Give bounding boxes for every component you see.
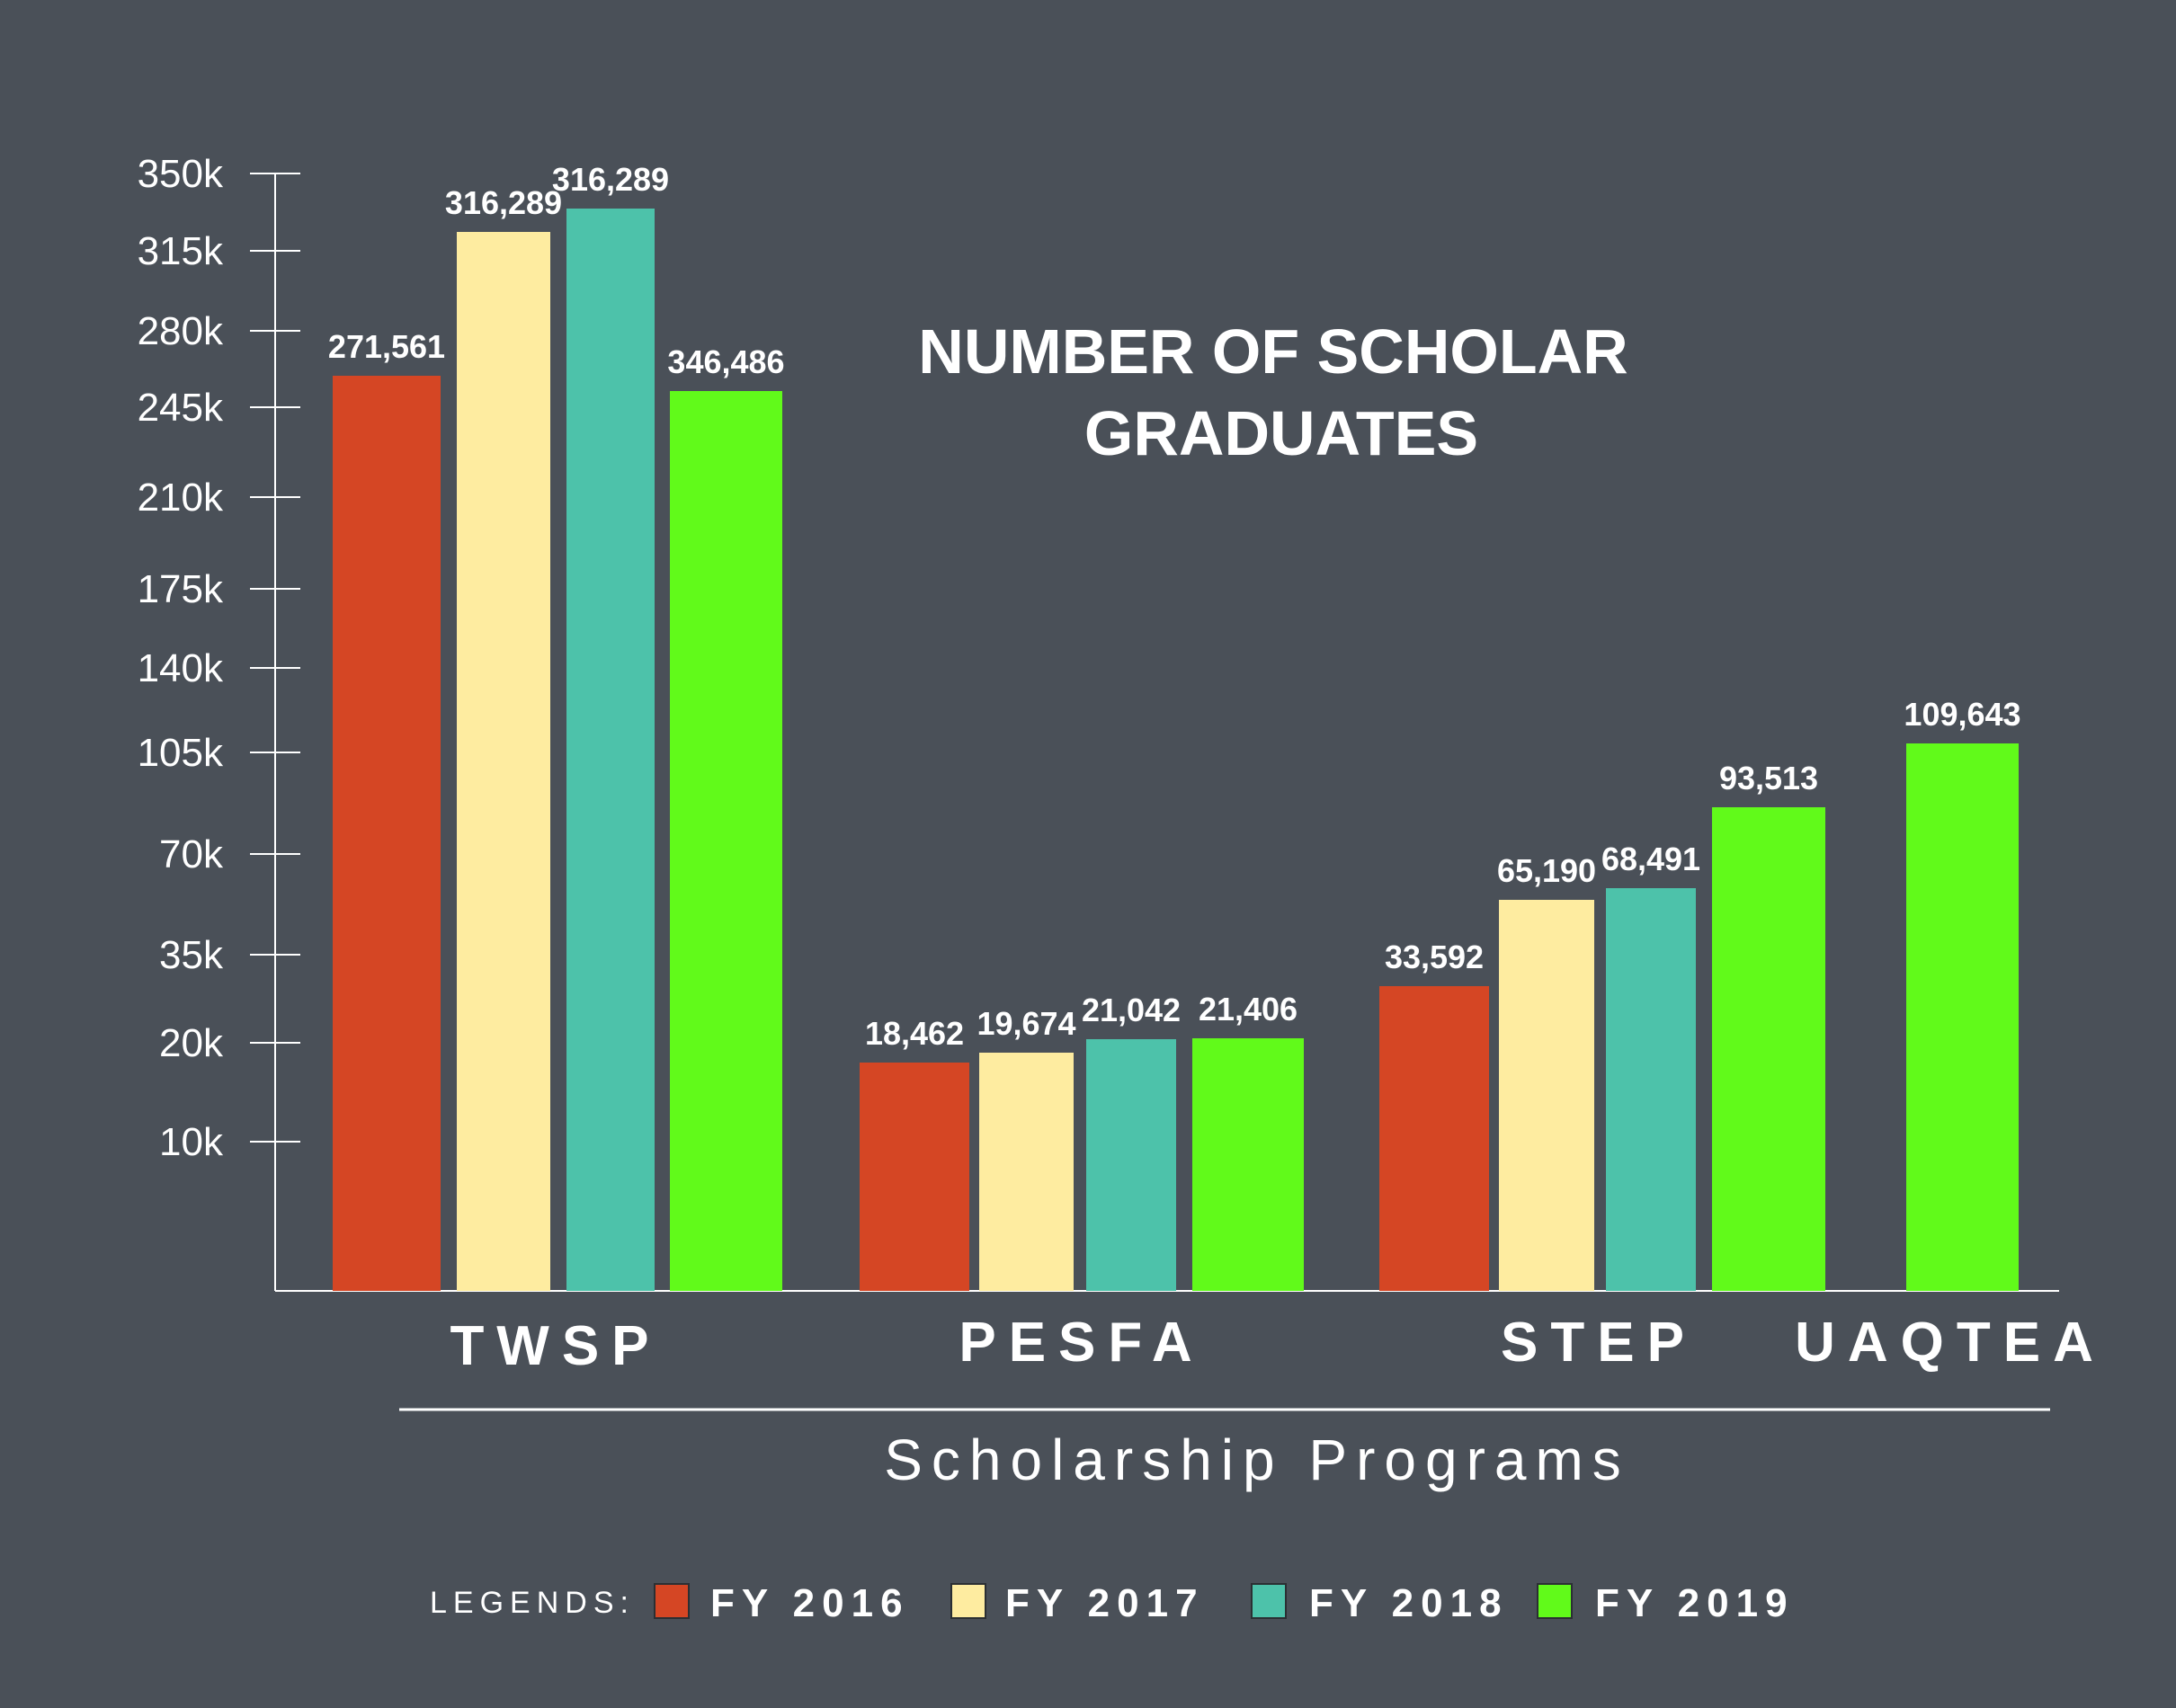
legend-label-fy2017: FY 2017 [1005, 1581, 1205, 1625]
bar-pesfa-fy2017 [979, 1053, 1074, 1291]
bar-value-label-step-fy2017: 65,190 [1497, 852, 1596, 889]
y-tick-label: 315k [138, 229, 224, 273]
bar-value-label-pesfa-fy2018: 21,042 [1082, 992, 1181, 1028]
y-tick-label: 20k [159, 1021, 224, 1065]
category-label-pesfa: PESFA [959, 1312, 1204, 1374]
chart-title-line-2: GRADUATES [1084, 398, 1478, 468]
bar-twsp-fy2018 [566, 209, 655, 1291]
bar-value-label-step-fy2016: 33,592 [1385, 939, 1484, 975]
bar-value-label-pesfa-fy2017: 19,674 [977, 1005, 1075, 1042]
category-label-twsp: TWSP [450, 1315, 661, 1377]
bar-pesfa-fy2016 [860, 1063, 969, 1291]
bar-pesfa-fy2018 [1086, 1039, 1176, 1291]
y-tick-label: 350k [138, 152, 224, 196]
bar-pesfa-fy2019 [1192, 1038, 1304, 1291]
y-tick-label: 210k [138, 476, 224, 520]
bar-value-label-twsp-fy2017: 316,289 [445, 184, 562, 221]
legend-title: LEGENDS: [430, 1586, 635, 1620]
legend-swatch-fy2018 [1251, 1583, 1287, 1619]
legend-swatch-fy2016 [654, 1583, 690, 1619]
bar-twsp-fy2017 [457, 232, 550, 1291]
bar-uaqtea-fy2019 [1906, 743, 2019, 1291]
y-tick-label: 245k [138, 386, 224, 430]
bar-twsp-fy2016 [333, 376, 441, 1291]
y-tick-label: 10k [159, 1120, 224, 1164]
bar-value-label-uaqtea-fy2019: 109,643 [1904, 696, 2020, 733]
bar-value-label-step-fy2018: 68,491 [1601, 841, 1700, 877]
category-labels: TWSP PESFA STEP UAQTEA [450, 1312, 2106, 1377]
bar-step-fy2016 [1379, 986, 1489, 1291]
bar-value-label-pesfa-fy2016: 18,462 [865, 1015, 964, 1052]
legend: LEGENDS: FY 2016 FY 2017 FY 2018 FY 2019 [430, 1581, 1795, 1625]
x-axis-label: Scholarship Programs [884, 1428, 1630, 1492]
legend-label-fy2019: FY 2019 [1595, 1581, 1795, 1625]
legend-label-fy2016: FY 2016 [710, 1581, 910, 1625]
y-tick-label: 140k [138, 646, 224, 690]
y-tick-label: 175k [138, 567, 224, 611]
y-tick-label: 280k [138, 309, 224, 353]
chart-title-line-1: NUMBER OF SCHOLAR [918, 316, 1628, 387]
legend-swatch-fy2019 [1537, 1583, 1573, 1619]
bar-step-fy2019 [1712, 807, 1825, 1291]
category-label-step: STEP [1501, 1312, 1697, 1374]
y-tick-label: 105k [138, 731, 224, 775]
bars [333, 209, 2019, 1291]
bar-value-label-twsp-fy2019: 346,486 [667, 343, 784, 380]
y-axis-ticks: 350k 315k 280k 245k 210k 175k 140k 105k 70k 35k 20… [138, 152, 300, 1164]
bar-step-fy2018 [1606, 888, 1696, 1291]
y-tick-label: 70k [159, 832, 224, 876]
bar-value-label-twsp-fy2018: 316,289 [552, 161, 669, 198]
legend-swatch-fy2017 [950, 1583, 986, 1619]
legend-label-fy2018: FY 2018 [1309, 1581, 1509, 1625]
bar-value-label-pesfa-fy2019: 21,406 [1199, 991, 1298, 1027]
bar-value-label-step-fy2019: 93,513 [1719, 760, 1818, 796]
y-tick-label: 35k [159, 933, 224, 977]
bar-step-fy2017 [1499, 900, 1594, 1291]
bar-value-label-twsp-fy2016: 271,561 [328, 328, 445, 365]
category-label-uaqtea: UAQTEA [1795, 1312, 2106, 1374]
bar-twsp-fy2019 [670, 391, 782, 1291]
